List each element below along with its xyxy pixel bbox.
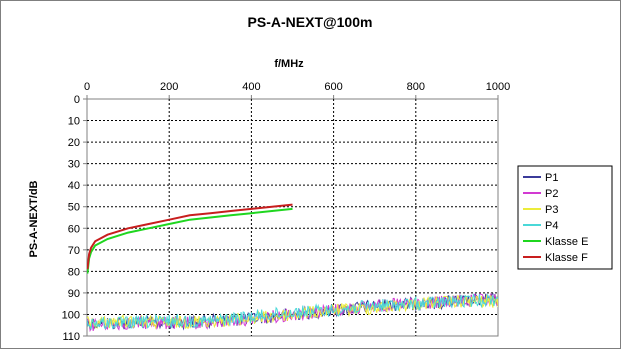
x-tick-label: 600 <box>324 81 342 93</box>
y-tick-label: 50 <box>68 202 80 214</box>
series-line-klasse-e <box>87 207 293 274</box>
legend-label-p4: P4 <box>545 220 558 232</box>
y-tick-labels: 0 10 20 30 40 50 60 70 80 90 100 110 <box>62 94 80 343</box>
series-line-klasse-f <box>87 203 293 270</box>
y-tick-label: 90 <box>68 288 80 300</box>
x-tick-label: 400 <box>242 81 260 93</box>
y-tick-label: 70 <box>68 245 80 257</box>
y-tick-label: 0 <box>74 94 80 106</box>
y-tick-label: 40 <box>68 180 80 192</box>
y-tick-label: 30 <box>68 159 80 171</box>
y-tick-label: 20 <box>68 137 80 149</box>
plot-area <box>86 98 499 337</box>
series-lines <box>87 203 498 333</box>
legend: P1 P2 P3 P4 Klasse E Klasse F <box>523 172 588 264</box>
legend-label-p2: P2 <box>545 188 558 200</box>
x-tick-label: 200 <box>160 81 178 93</box>
x-tick-label: 0 <box>84 81 90 93</box>
y-tick-label: 10 <box>68 116 80 128</box>
x-tick-label: 800 <box>407 81 425 93</box>
legend-label-klasse-e: Klasse E <box>545 236 588 248</box>
y-tick-label: 60 <box>68 223 80 235</box>
x-axis-label: f/MHz <box>274 58 304 70</box>
y-tick-label: 110 <box>62 331 80 343</box>
y-axis-label: PS-A-NEXT/dB <box>28 180 40 257</box>
x-tick-labels: 0 200 400 600 800 1000 <box>84 81 510 93</box>
series-line-p4 <box>87 293 498 331</box>
chart-title: PS-A-NEXT@100m <box>248 14 373 30</box>
legend-label-klasse-f: Klasse F <box>545 252 588 264</box>
legend-box <box>517 165 613 270</box>
y-tick-label: 100 <box>62 309 80 321</box>
legend-label-p1: P1 <box>545 172 558 184</box>
legend-label-p3: P3 <box>545 204 558 216</box>
y-tick-label: 80 <box>68 266 80 278</box>
x-tick-label: 1000 <box>486 81 510 93</box>
